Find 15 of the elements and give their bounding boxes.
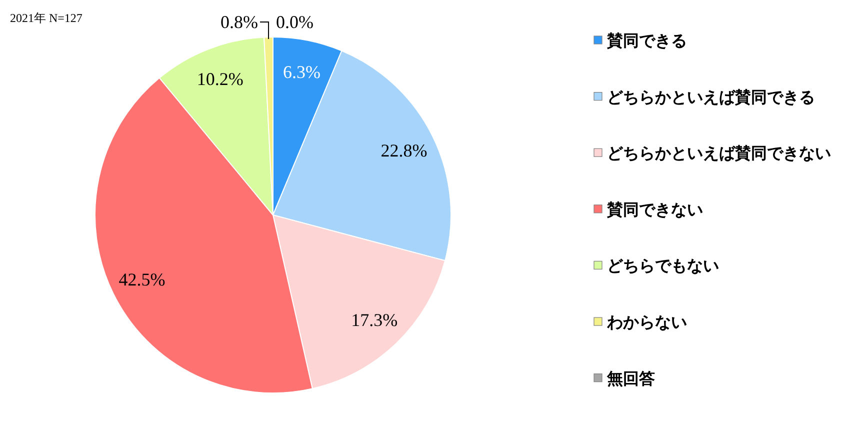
data-label: 10.2%	[196, 68, 244, 89]
legend-label: わからない	[607, 312, 687, 332]
legend-label: どちらでもない	[607, 256, 719, 276]
legend-label: 無回答	[607, 368, 655, 388]
legend-label: どちらかといえば賛同できる	[607, 87, 815, 106]
data-label: 22.8%	[380, 140, 428, 161]
data-label: 0.8%	[220, 12, 258, 32]
data-label: 0.0%	[276, 12, 314, 32]
legend-label: 賛同できる	[607, 31, 687, 50]
legend-label: 賛同できない	[607, 200, 703, 219]
legend-label: どちらかといえば賛同できない	[607, 144, 831, 163]
data-label: 17.3%	[351, 310, 398, 330]
data-label: 42.5%	[118, 269, 166, 290]
data-label: 6.3%	[282, 62, 320, 82]
chart-title: 2021年 N=127	[10, 11, 82, 25]
